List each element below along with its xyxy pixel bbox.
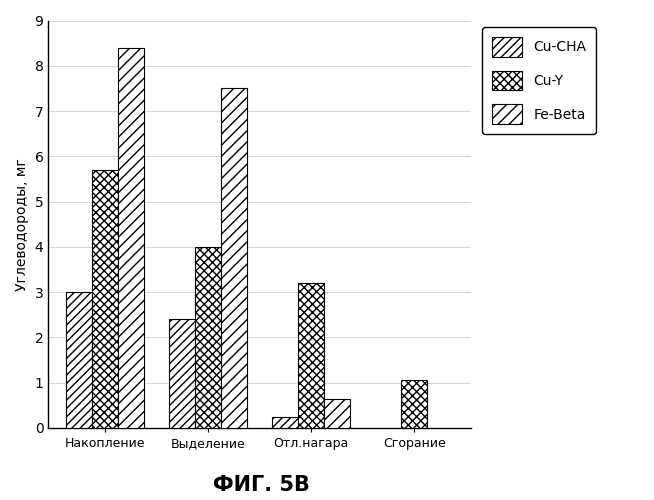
Bar: [66, 292, 92, 428]
Bar: [92, 170, 118, 428]
Bar: [118, 48, 144, 428]
Bar: [221, 88, 247, 428]
Y-axis label: Углеводороды, мг: Углеводороды, мг: [15, 158, 29, 290]
Bar: [324, 398, 350, 428]
Text: ФИГ. 5B: ФИГ. 5B: [213, 475, 310, 495]
Bar: [298, 283, 324, 428]
Bar: [169, 320, 195, 428]
Bar: [273, 416, 298, 428]
Bar: [195, 247, 221, 428]
Bar: [402, 380, 427, 428]
Legend: Cu-CHA, Cu-Y, Fe-Beta: Cu-CHA, Cu-Y, Fe-Beta: [482, 28, 596, 134]
